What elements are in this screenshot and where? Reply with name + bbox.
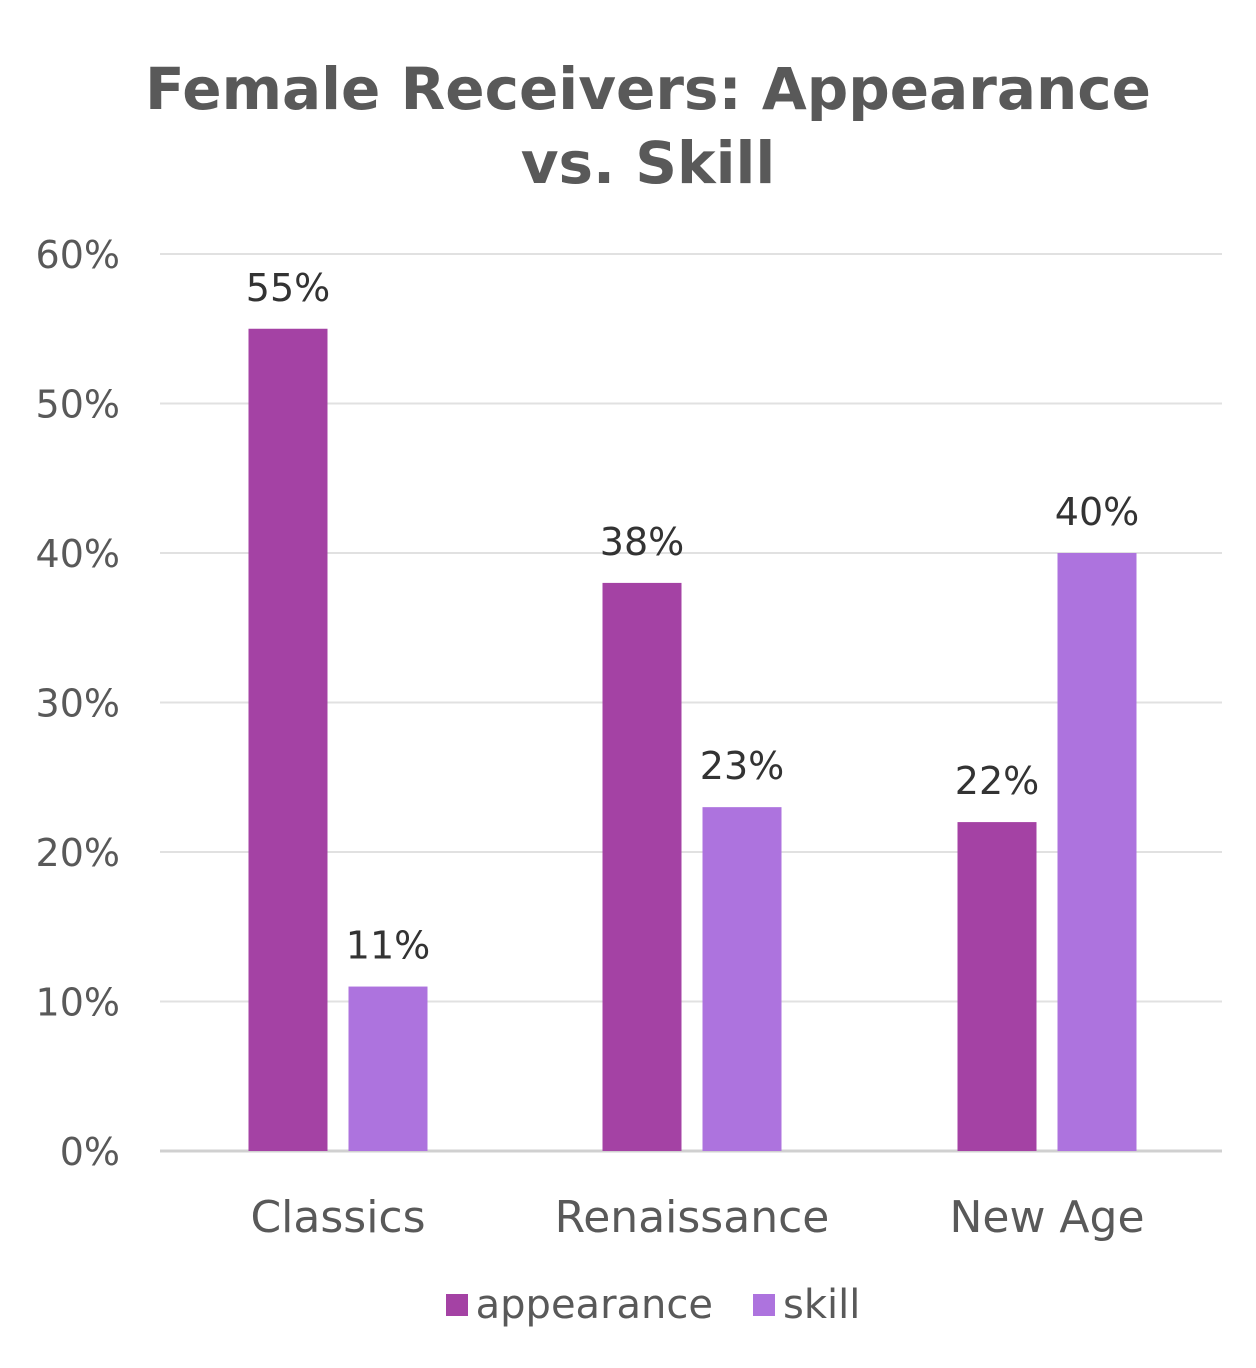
x-tick-label: New Age xyxy=(949,1192,1144,1243)
legend-swatch-skill xyxy=(752,1294,775,1316)
chart-title: Female Receivers: Appearance vs. Skill xyxy=(0,52,1256,200)
y-tick-label: 20% xyxy=(36,831,120,875)
bar-appearance xyxy=(602,582,682,1151)
y-tick-label: 0% xyxy=(60,1130,120,1174)
legend-label-skill: skill xyxy=(782,1282,861,1328)
chart-title-line-1: Female Receivers: Appearance xyxy=(145,55,1151,123)
bar-skill xyxy=(702,807,782,1151)
x-tick-label: Renaissance xyxy=(555,1192,830,1243)
legend-item-skill: skill xyxy=(752,1282,861,1328)
legend-item-appearance: appearance xyxy=(445,1282,713,1328)
data-label: 23% xyxy=(700,744,784,788)
data-label: 40% xyxy=(1055,490,1139,534)
bar-skill xyxy=(348,986,428,1151)
legend-swatch-appearance xyxy=(445,1294,468,1316)
legend: appearance skill xyxy=(0,1282,1256,1328)
bar-appearance xyxy=(248,328,328,1151)
data-label: 22% xyxy=(955,759,1039,803)
data-label: 11% xyxy=(346,924,430,968)
y-tick-label: 60% xyxy=(36,233,120,277)
bar-appearance xyxy=(957,822,1037,1151)
bar-skill xyxy=(1057,553,1137,1151)
y-tick-label: 50% xyxy=(36,383,120,427)
data-label: 55% xyxy=(246,266,330,310)
legend-label-appearance: appearance xyxy=(475,1282,713,1328)
y-tick-label: 30% xyxy=(36,682,120,726)
y-tick-label: 10% xyxy=(36,981,120,1025)
x-tick-label: Classics xyxy=(250,1192,425,1243)
y-tick-label: 40% xyxy=(36,532,120,576)
data-label: 38% xyxy=(600,520,684,564)
chart-title-line-2: vs. Skill xyxy=(520,129,776,197)
